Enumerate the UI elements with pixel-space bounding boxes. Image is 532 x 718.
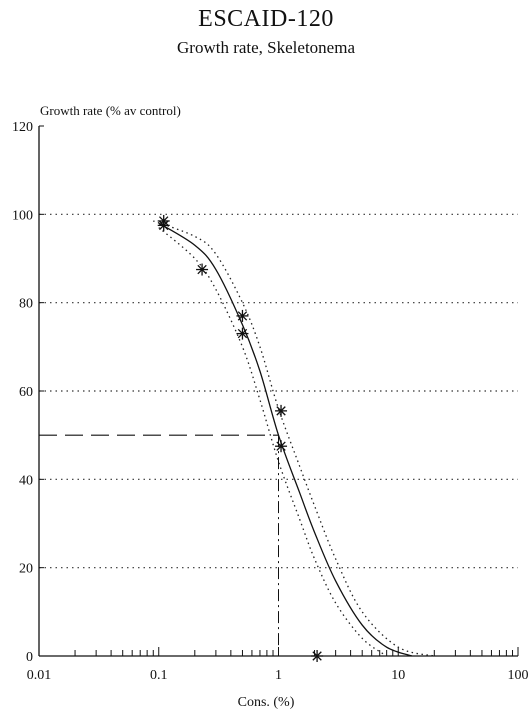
y-tick-label: 20 xyxy=(19,562,33,577)
data-point xyxy=(311,650,324,662)
x-tick-label: 0.01 xyxy=(27,668,52,683)
chart-subtitle: Growth rate, Skeletonema xyxy=(177,38,355,57)
y-tick-label: 40 xyxy=(19,473,33,488)
data-point xyxy=(157,219,170,232)
data-point xyxy=(196,263,209,276)
data-point xyxy=(275,440,288,453)
fitted-curve xyxy=(158,222,413,657)
y-tick-label: 100 xyxy=(12,208,33,223)
x-tick-label: 0.1 xyxy=(150,668,168,683)
chart-title: ESCAID-120 xyxy=(198,6,334,32)
x-tick-label: 10 xyxy=(391,668,405,683)
confidence-upper-curve xyxy=(153,220,435,657)
y-axis-label: Growth rate (% av control) xyxy=(40,103,181,118)
y-tick-label: 0 xyxy=(26,650,33,665)
y-tick-label: 80 xyxy=(19,297,33,312)
x-axis-label: Cons. (%) xyxy=(237,695,295,710)
y-tick-label: 120 xyxy=(12,120,33,135)
x-tick-label: 1 xyxy=(275,668,282,683)
data-point xyxy=(236,327,249,340)
y-tick-label: 60 xyxy=(19,385,33,400)
confidence-lower-curve xyxy=(158,227,388,657)
data-point xyxy=(236,309,249,322)
x-tick-label: 100 xyxy=(508,668,529,683)
data-point xyxy=(275,404,288,417)
